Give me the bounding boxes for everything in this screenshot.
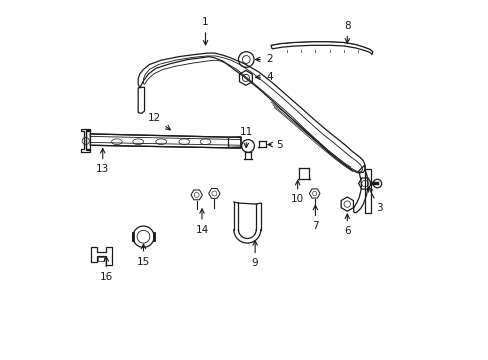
Text: 7: 7 [311,205,318,231]
Text: 14: 14 [195,209,208,235]
Bar [98,257,103,261]
Text: 15: 15 [137,244,150,266]
Text: 9: 9 [251,241,258,268]
Text: 1: 1 [202,17,208,45]
Text: 8: 8 [343,21,350,43]
Text: 13: 13 [96,149,109,174]
Text: 11: 11 [239,127,252,148]
Text: 6: 6 [343,214,350,237]
Text: 16: 16 [100,257,113,283]
Text: 10: 10 [290,180,304,204]
Text: 4: 4 [255,72,272,82]
Text: 2: 2 [255,54,272,64]
Text: 3: 3 [368,187,382,213]
Text: 5: 5 [267,140,283,149]
Text: 12: 12 [147,113,170,130]
